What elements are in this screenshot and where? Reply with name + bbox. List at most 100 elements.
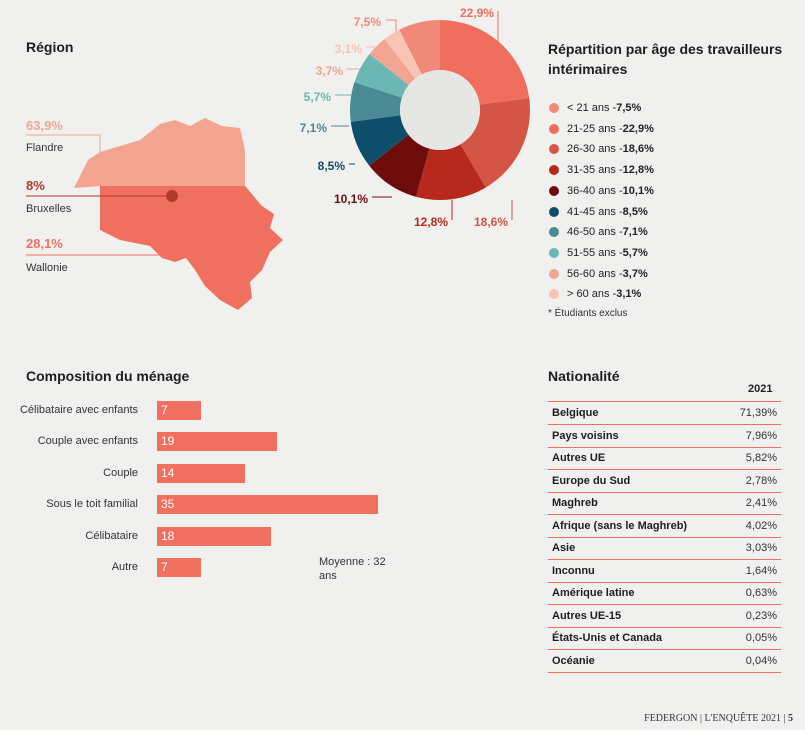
nationality-value: 0,23% bbox=[745, 609, 777, 622]
nationality-top-rule bbox=[548, 401, 781, 402]
household-category-label: Célibataire bbox=[85, 529, 138, 542]
nationality-row: Océanie 0,04% bbox=[548, 650, 781, 673]
donut-center bbox=[400, 70, 480, 150]
page-footer: FEDERGON | L'ENQUÊTE 2021 | 5 bbox=[644, 713, 793, 724]
legend-swatch bbox=[549, 268, 559, 279]
age-note: * Étudiants exclus bbox=[548, 308, 628, 319]
nationality-value: 0,05% bbox=[745, 632, 777, 644]
donut-slice-0 bbox=[399, 20, 440, 75]
legend-value: 12,8% bbox=[622, 164, 654, 177]
legend-label: 36-40 ans - bbox=[567, 184, 623, 197]
household-bar: 35 bbox=[157, 495, 378, 515]
map-bruxelles bbox=[166, 190, 178, 202]
nationality-name: États-Unis et Canada bbox=[552, 632, 663, 644]
legend-swatch bbox=[549, 123, 559, 134]
donut-slice-7 bbox=[354, 53, 409, 98]
flandre-label: Flandre bbox=[26, 142, 64, 154]
legend-swatch bbox=[549, 165, 559, 176]
donut-slice-8 bbox=[369, 39, 416, 86]
donut-label-4: 10,1% bbox=[334, 192, 368, 206]
legend-label: 41-45 ans - bbox=[567, 205, 623, 218]
nationality-value: 1,64% bbox=[745, 564, 777, 577]
nationality-name: Inconnu bbox=[552, 564, 595, 577]
page-number: 5 bbox=[788, 713, 793, 724]
legend-swatch bbox=[549, 289, 559, 300]
age-legend-item: 56-60 ans - 3,7% bbox=[549, 267, 648, 281]
nationality-name: Océanie bbox=[552, 654, 595, 667]
nationality-value: 2,78% bbox=[745, 474, 777, 487]
nationality-row: Asie 3,03% bbox=[548, 537, 781, 560]
nationality-row: Autres UE-15 0,23% bbox=[548, 605, 781, 628]
legend-label: 56-60 ans - bbox=[567, 267, 623, 280]
household-bar: 18 bbox=[157, 526, 271, 546]
age-donut-chart: 7,5% 22,9% 18,6% 12,8% 10,1% 8,5% 7,1% 5,7% 3,7%… bbox=[300, 6, 530, 229]
age-legend-item: 41-45 ans - 8,5% bbox=[549, 205, 648, 219]
donut-label-6: 7,1% bbox=[300, 121, 328, 135]
nationality-name: Belgique bbox=[552, 407, 599, 419]
nationality-name: Autres UE bbox=[552, 452, 606, 464]
wallonie-label: Wallonie bbox=[26, 262, 68, 274]
legend-label: 26-30 ans - bbox=[567, 143, 623, 156]
legend-value: 7,5% bbox=[616, 102, 642, 114]
donut-label-8: 3,7% bbox=[316, 64, 344, 78]
donut-label-2: 18,6% bbox=[474, 215, 508, 229]
legend-swatch bbox=[549, 144, 559, 155]
donut-label-7: 5,7% bbox=[304, 90, 332, 104]
map-flandre bbox=[74, 118, 245, 188]
household-bar: 7 bbox=[157, 558, 202, 577]
household-bar: 14 bbox=[157, 463, 246, 483]
household-bar: 19 bbox=[157, 432, 277, 452]
nationality-row: Europe du Sud 2,78% bbox=[548, 470, 781, 493]
belgium-map bbox=[26, 118, 283, 310]
age-legend-item: 31-35 ans - 12,8% bbox=[549, 163, 654, 177]
donut-slice-4 bbox=[369, 134, 430, 197]
age-legend-item: < 21 ans - 7,5% bbox=[549, 101, 641, 115]
nationality-title: Nationalité bbox=[548, 368, 620, 384]
donut-slice-6 bbox=[350, 82, 402, 122]
nationality-value: 7,96% bbox=[745, 429, 777, 442]
nationality-value: 0,63% bbox=[745, 587, 777, 599]
legend-swatch bbox=[549, 227, 559, 238]
donut-slice-1 bbox=[440, 20, 530, 105]
donut-slice-3 bbox=[415, 144, 486, 200]
household-bar: 7 bbox=[157, 401, 202, 420]
donut-slice-9 bbox=[384, 29, 422, 79]
household-category-label: Sous le toit familial bbox=[46, 498, 138, 511]
legend-label: 46-50 ans - bbox=[567, 226, 623, 239]
nationality-name: Amérique latine bbox=[552, 587, 635, 599]
nationality-value: 5,82% bbox=[745, 452, 777, 464]
nationality-name: Autres UE-15 bbox=[552, 609, 622, 622]
donut-label-1: 22,9% bbox=[460, 6, 494, 20]
legend-label: 21-25 ans - bbox=[567, 122, 623, 135]
map-wallonie bbox=[100, 186, 283, 310]
donut-label-3: 12,8% bbox=[414, 215, 448, 229]
household-category-label: Autre bbox=[111, 561, 138, 573]
legend-value: 3,1% bbox=[616, 288, 642, 301]
nationality-name: Afrique (sans le Maghreb) bbox=[552, 519, 688, 532]
nationality-value: 4,02% bbox=[745, 519, 777, 532]
legend-value: 8,5% bbox=[622, 205, 648, 218]
bruxelles-label: Bruxelles bbox=[26, 203, 72, 215]
legend-label: < 21 ans - bbox=[567, 102, 617, 114]
legend-swatch bbox=[549, 247, 559, 258]
age-legend-item: 46-50 ans - 7,1% bbox=[549, 225, 648, 239]
household-category-label: Couple avec enfants bbox=[37, 435, 138, 448]
nationality-row: Inconnu 1,64% bbox=[548, 560, 781, 583]
nationality-name: Asie bbox=[552, 542, 576, 554]
donut-slice-5 bbox=[350, 115, 409, 166]
bruxelles-pct: 8% bbox=[26, 178, 45, 193]
age-legend-item: 36-40 ans - 10,1% bbox=[549, 184, 654, 198]
legend-label: 31-35 ans - bbox=[567, 164, 623, 177]
nationality-name: Maghreb bbox=[552, 497, 598, 509]
age-legend-item: > 60 ans - 3,1% bbox=[549, 287, 641, 301]
nationality-row: États-Unis et Canada 0,05% bbox=[548, 627, 781, 650]
age-legend-item: 21-25 ans - 22,9% bbox=[549, 122, 654, 136]
nationality-value: 0,04% bbox=[745, 654, 777, 667]
flandre-pct: 63,9% bbox=[26, 118, 63, 133]
nationality-value: 2,41% bbox=[745, 497, 777, 509]
age-legend-item: 51-55 ans - 5,7% bbox=[549, 246, 648, 260]
household-title: Composition du ménage bbox=[26, 368, 190, 384]
nationality-row: Pays voisins 7,96% bbox=[548, 425, 781, 448]
legend-swatch bbox=[549, 206, 559, 217]
household-average-note: Moyenne : 32 ans bbox=[319, 556, 386, 582]
